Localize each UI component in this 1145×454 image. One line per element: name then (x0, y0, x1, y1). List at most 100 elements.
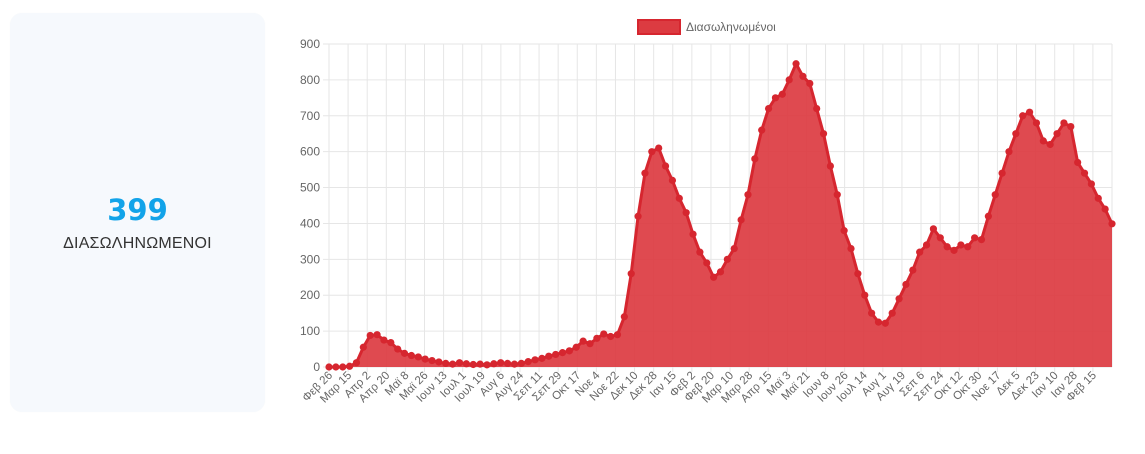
data-point[interactable] (1067, 122, 1075, 131)
data-point[interactable] (764, 105, 773, 113)
data-point[interactable] (881, 319, 889, 327)
data-point[interactable] (1094, 194, 1102, 202)
data-point[interactable] (325, 363, 333, 371)
data-point[interactable] (675, 194, 683, 202)
chart-legend[interactable]: Διασωληνωμένοι (637, 19, 776, 35)
data-point[interactable] (998, 169, 1006, 177)
data-point[interactable] (964, 243, 972, 251)
data-point[interactable] (1080, 169, 1089, 177)
data-point[interactable] (359, 343, 367, 351)
data-point[interactable] (689, 230, 697, 238)
data-point[interactable] (490, 360, 498, 368)
data-point[interactable] (593, 334, 601, 342)
data-point[interactable] (909, 266, 917, 274)
data-point[interactable] (1025, 108, 1034, 116)
data-point[interactable] (751, 155, 759, 163)
data-point[interactable] (469, 360, 477, 369)
data-point[interactable] (984, 212, 992, 220)
data-point[interactable] (1101, 205, 1109, 213)
data-point[interactable] (936, 234, 944, 242)
data-point[interactable] (916, 248, 924, 256)
data-point[interactable] (668, 176, 677, 184)
data-point[interactable] (641, 169, 649, 177)
data-point[interactable] (414, 353, 422, 361)
data-point[interactable] (483, 361, 491, 369)
data-point[interactable] (661, 162, 670, 170)
data-point[interactable] (552, 350, 560, 359)
data-point[interactable] (785, 76, 793, 84)
data-point[interactable] (442, 359, 450, 368)
data-point[interactable] (366, 331, 374, 340)
data-point[interactable] (730, 244, 738, 253)
data-point[interactable] (1005, 148, 1013, 156)
data-point[interactable] (1046, 140, 1054, 149)
data-point[interactable] (352, 359, 361, 367)
data-point[interactable] (771, 94, 780, 102)
data-point[interactable] (1108, 220, 1116, 228)
data-point[interactable] (558, 349, 567, 357)
data-point[interactable] (1012, 130, 1020, 138)
data-point[interactable] (895, 295, 903, 303)
data-point[interactable] (586, 340, 594, 348)
data-point[interactable] (373, 331, 381, 339)
data-point[interactable] (1087, 180, 1095, 188)
data-point[interactable] (778, 90, 786, 98)
data-point[interactable] (428, 356, 436, 365)
data-point[interactable] (1060, 119, 1068, 127)
data-point[interactable] (977, 235, 986, 244)
data-point[interactable] (861, 291, 869, 299)
data-point[interactable] (1074, 158, 1082, 167)
data-point[interactable] (806, 79, 814, 88)
data-point[interactable] (971, 234, 979, 242)
data-point[interactable] (696, 248, 704, 256)
data-point[interactable] (847, 244, 855, 253)
data-point[interactable] (476, 360, 484, 368)
data-point[interactable] (572, 343, 580, 351)
data-point[interactable] (957, 241, 965, 249)
data-point[interactable] (332, 363, 340, 371)
data-point[interactable] (339, 363, 347, 371)
data-point[interactable] (462, 360, 470, 368)
data-point[interactable] (565, 347, 573, 355)
data-point[interactable] (874, 318, 883, 326)
data-point[interactable] (854, 270, 862, 278)
data-point[interactable] (833, 191, 841, 199)
data-point[interactable] (620, 313, 628, 321)
data-point[interactable] (510, 360, 519, 368)
data-point[interactable] (435, 358, 443, 366)
data-point[interactable] (517, 359, 525, 368)
data-point[interactable] (634, 212, 642, 220)
data-point[interactable] (737, 216, 745, 224)
data-point[interactable] (991, 191, 999, 199)
data-point[interactable] (380, 336, 388, 344)
data-point[interactable] (346, 362, 354, 370)
data-point[interactable] (922, 241, 931, 249)
data-point[interactable] (703, 259, 711, 267)
data-point[interactable] (627, 270, 635, 278)
data-point[interactable] (497, 359, 505, 367)
data-point[interactable] (579, 337, 587, 345)
data-point[interactable] (400, 349, 409, 357)
data-point[interactable] (902, 280, 910, 289)
data-point[interactable] (723, 255, 731, 263)
data-point[interactable] (1019, 112, 1027, 120)
data-point[interactable] (826, 162, 834, 170)
data-point[interactable] (503, 359, 512, 368)
data-point[interactable] (758, 126, 766, 134)
data-point[interactable] (868, 309, 876, 317)
data-point[interactable] (682, 209, 690, 217)
data-point[interactable] (655, 144, 663, 152)
data-point[interactable] (840, 227, 848, 235)
data-point[interactable] (799, 72, 807, 80)
data-point[interactable] (819, 130, 828, 138)
data-point[interactable] (394, 345, 402, 353)
data-point[interactable] (407, 351, 416, 360)
data-point[interactable] (607, 332, 615, 341)
data-point[interactable] (929, 225, 938, 233)
data-point[interactable] (716, 268, 725, 276)
data-point[interactable] (888, 309, 896, 317)
data-point[interactable] (1039, 137, 1047, 145)
data-point[interactable] (387, 339, 395, 347)
data-point[interactable] (449, 360, 457, 368)
data-point[interactable] (545, 352, 553, 360)
